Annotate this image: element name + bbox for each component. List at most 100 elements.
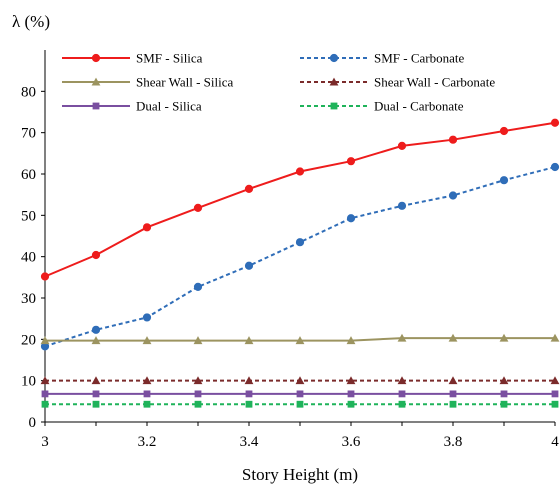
- y-axis-title: λ (%): [12, 12, 50, 31]
- y-tick-label-6: 60: [21, 167, 36, 183]
- data-point-3-5: [295, 376, 305, 385]
- data-point-4-8: [449, 390, 457, 398]
- legend-swatch-marker-2: [91, 77, 101, 86]
- data-point-1-3: [193, 282, 203, 291]
- legend-item-1: SMF - Carbonate: [300, 51, 465, 66]
- y-tick-label-0: 0: [29, 415, 37, 431]
- data-point-5-9: [500, 400, 508, 408]
- data-point-5-1: [92, 400, 100, 408]
- data-point-2-9: [499, 333, 509, 342]
- y-tick-label-7: 70: [21, 126, 36, 142]
- data-point-1-4: [244, 261, 254, 270]
- x-tick-label-4: 3.8: [444, 434, 463, 450]
- data-point-3-4: [244, 376, 254, 385]
- data-point-0-5: [295, 167, 305, 176]
- y-tick-label-5: 50: [21, 208, 36, 224]
- legend: SMF - Silica SMF - Carbonate Shear Wall - …: [62, 51, 495, 114]
- data-point-2-3: [193, 336, 203, 345]
- data-point-2-4: [244, 336, 254, 345]
- x-tick-label-2: 3.4: [240, 434, 259, 450]
- x-axis-title: Story Height (m): [242, 465, 358, 484]
- data-point-4-0: [41, 390, 49, 398]
- y-tick-label-8: 80: [21, 84, 36, 100]
- data-point-1-2: [142, 313, 152, 322]
- data-point-3-9: [499, 376, 509, 385]
- legend-label-4: Dual - Silica: [136, 99, 202, 114]
- data-point-4-7: [398, 390, 406, 398]
- data-point-1-10: [550, 162, 560, 172]
- data-point-2-10: [550, 333, 560, 342]
- data-point-0-6: [346, 157, 356, 166]
- data-point-5-8: [449, 400, 457, 408]
- y-tick-label-1: 10: [21, 374, 36, 390]
- data-point-5-0: [41, 400, 49, 408]
- series-line-0: [44, 121, 556, 278]
- series-1: [40, 162, 560, 351]
- data-point-1-6: [346, 214, 356, 223]
- data-point-4-10: [551, 390, 559, 398]
- legend-label-0: SMF - Silica: [136, 51, 203, 66]
- data-point-5-2: [143, 400, 151, 408]
- data-point-1-5: [295, 238, 305, 247]
- data-point-3-3: [193, 376, 203, 385]
- legend-label-3: Shear Wall - Carbonate: [374, 75, 495, 90]
- legend-swatch-marker-3: [329, 77, 339, 86]
- legend-swatch-marker-1: [329, 53, 339, 63]
- data-point-4-9: [500, 390, 508, 398]
- data-point-4-5: [296, 390, 304, 398]
- data-point-5-4: [245, 400, 253, 408]
- x-tick-label-0: 3: [41, 434, 49, 450]
- data-point-0-9: [499, 126, 509, 136]
- data-point-4-2: [143, 390, 151, 398]
- legend-item-5: Dual - Carbonate: [300, 99, 464, 114]
- data-point-0-8: [448, 135, 458, 144]
- legend-label-2: Shear Wall - Silica: [136, 75, 234, 90]
- data-point-2-8: [448, 333, 458, 342]
- y-tick-label-4: 40: [21, 250, 36, 266]
- x-tick-label-3: 3.6: [342, 434, 361, 450]
- data-point-0-3: [193, 203, 203, 212]
- data-point-4-4: [245, 390, 253, 398]
- y-tick-label-3: 30: [21, 291, 36, 307]
- data-point-5-3: [194, 400, 202, 408]
- data-point-1-8: [448, 191, 458, 200]
- legend-label-5: Dual - Carbonate: [374, 99, 464, 114]
- data-point-4-3: [194, 390, 202, 398]
- data-point-2-5: [295, 336, 305, 345]
- x-tick-label-1: 3.2: [138, 434, 157, 450]
- data-point-3-10: [550, 376, 560, 385]
- legend-swatch-marker-5: [330, 102, 338, 110]
- series-4: [41, 390, 559, 398]
- legend-swatch-marker-0: [91, 53, 101, 63]
- data-point-4-1: [92, 390, 100, 398]
- data-point-1-7: [397, 201, 407, 210]
- data-point-3-6: [346, 376, 356, 385]
- data-point-0-2: [142, 223, 152, 232]
- data-point-0-10: [550, 118, 560, 127]
- data-point-2-2: [142, 336, 152, 345]
- data-point-5-6: [347, 400, 355, 408]
- series-5: [41, 400, 559, 408]
- data-point-3-1: [91, 376, 101, 385]
- data-point-3-2: [142, 376, 152, 385]
- data-point-5-7: [398, 400, 406, 408]
- data-point-2-1: [91, 336, 101, 345]
- series-2: [40, 333, 560, 345]
- data-point-5-5: [296, 400, 304, 408]
- legend-label-1: SMF - Carbonate: [374, 51, 465, 66]
- series-0: [40, 118, 560, 281]
- data-point-3-0: [40, 376, 50, 385]
- legend-swatch-marker-4: [92, 102, 100, 110]
- data-point-1-9: [499, 176, 509, 185]
- series-3: [40, 376, 560, 385]
- data-point-0-1: [91, 250, 101, 260]
- legend-item-4: Dual - Silica: [62, 99, 202, 114]
- plot-area: 0 10 20 30 40 50 60 70 80 3 3.2 3.4 3.6 3.8 4: [21, 50, 560, 450]
- data-point-0-4: [244, 184, 254, 193]
- data-point-3-7: [397, 376, 407, 385]
- data-point-0-7: [397, 141, 407, 150]
- data-point-2-6: [346, 336, 356, 345]
- data-point-3-8: [448, 376, 458, 385]
- y-tick-label-2: 20: [21, 332, 36, 348]
